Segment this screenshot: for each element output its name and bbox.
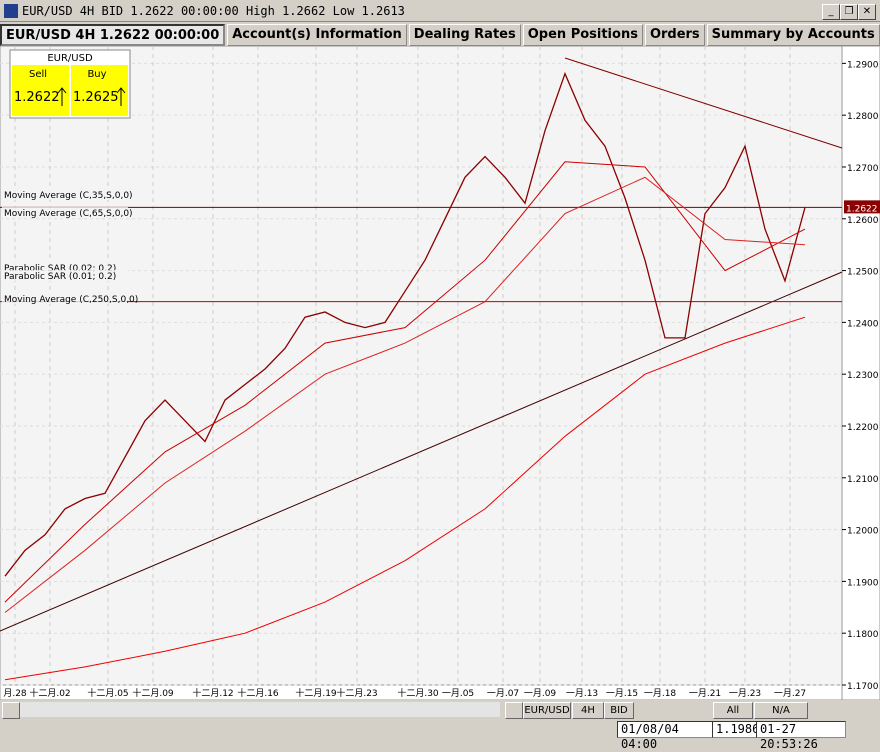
x-tick-label: 十二月.19 xyxy=(295,687,337,699)
y-tick-label: 1.2300 xyxy=(847,371,879,381)
x-tick-label: 一月.21 xyxy=(689,688,721,699)
price-marker xyxy=(844,200,880,214)
x-tick-label: 一月.15 xyxy=(606,688,638,699)
minimize[interactable]: _ xyxy=(822,4,840,20)
x-tick-label: 十二月.09 xyxy=(132,687,174,699)
indicator-label-bg xyxy=(2,270,128,281)
indicator-label-bg xyxy=(2,189,128,200)
series-line xyxy=(4,161,806,603)
x-tick-label: 十二月.02 xyxy=(29,687,70,699)
y-tick-label: 1.2900 xyxy=(847,60,879,70)
x-tick-label: 一月.05 xyxy=(442,688,474,699)
indicator-label-bg xyxy=(2,207,128,218)
indicator-label-bg xyxy=(2,262,128,273)
series-line xyxy=(4,176,806,613)
toolbar-button[interactable]: BID xyxy=(604,702,634,719)
x-tick-label: 十二月.16 xyxy=(237,687,279,699)
scroll-left[interactable] xyxy=(2,702,20,719)
indicator-label-bg xyxy=(2,293,128,304)
app-icon xyxy=(4,4,18,18)
x-tick-label: 十二月.05 xyxy=(87,687,128,699)
toolbar-button[interactable]: All xyxy=(713,702,753,719)
restore[interactable]: ❐ xyxy=(840,4,858,20)
y-tick-label: 1.1700 xyxy=(847,682,879,692)
trend-line xyxy=(0,271,843,632)
indicator-label: Moving Average (C,35,S,0,0) xyxy=(4,191,133,201)
x-tick-label: 一月.27 xyxy=(774,688,806,699)
x-tick-label: 一月.13 xyxy=(566,688,598,699)
trend-line xyxy=(564,57,843,149)
x-tick-label: 十二月.12 xyxy=(192,687,233,699)
tab[interactable]: Summary by Accounts xyxy=(706,24,880,46)
y-tick-label: 1.2700 xyxy=(847,164,879,174)
tab[interactable]: Orders xyxy=(644,24,705,46)
series-line xyxy=(4,71,806,577)
close[interactable]: ✕ xyxy=(858,4,876,20)
y-tick-label: 1.2600 xyxy=(847,216,879,226)
x-tick-label: 月.28 xyxy=(3,688,27,699)
tab[interactable]: Account(s) Information xyxy=(227,24,407,46)
quote-symbol: EUR/USD xyxy=(47,53,93,64)
x-tick-label: 一月.07 xyxy=(487,688,519,699)
scroll-track xyxy=(20,702,500,717)
series-line xyxy=(4,316,806,681)
tab-bar: EUR/USD 4H 1.2622 00:00:00 Account(s) Inf… xyxy=(0,24,880,46)
arrow xyxy=(116,87,126,106)
tab[interactable]: EUR/USD 4H 1.2622 00:00:00 xyxy=(0,24,226,46)
toolbar-button[interactable]: EUR/USD xyxy=(523,702,571,719)
tab[interactable]: Open Positions xyxy=(522,24,643,46)
status-field: 01/08/04 04:00 xyxy=(617,721,715,751)
status-field: 1.1986 xyxy=(712,721,760,738)
sell-price: 1.2622 xyxy=(14,90,60,105)
y-tick-label: 1.2100 xyxy=(847,475,879,485)
y-tick-label: 1.2800 xyxy=(847,112,879,122)
y-tick-label: 1.1800 xyxy=(847,630,879,640)
y-tick-label: 1.2200 xyxy=(847,423,879,433)
x-tick-label: 一月.18 xyxy=(644,688,677,699)
toolbar-button[interactable]: 4H xyxy=(572,702,604,719)
x-tick-label: 十二月.23 xyxy=(336,687,377,699)
indicator-label: Moving Average (C,65,S,0,0) xyxy=(4,209,133,219)
indicator-label: Parabolic SAR (0.02; 0.2) xyxy=(4,264,116,274)
price-marker-label: 1.2622 xyxy=(846,204,878,214)
buy-label: Buy xyxy=(87,69,106,80)
plot-area xyxy=(0,46,843,686)
chart: 1.2900 1.2800 1.2700 1.2600 1.2500 1.2400 1.23… xyxy=(0,46,880,700)
price-axis xyxy=(841,46,880,700)
x-tick-label: 十二月.30 xyxy=(397,687,439,699)
y-tick-label: 1.2500 xyxy=(847,268,879,278)
sell-label: Sell xyxy=(29,69,47,80)
x-tick-label: 一月.23 xyxy=(729,688,761,699)
y-tick-label: 1.2400 xyxy=(847,319,879,329)
tab[interactable]: Dealing Rates xyxy=(408,24,521,46)
y-tick-label: 1.2000 xyxy=(847,527,879,537)
indicator-label: Moving Average (C,250,S,0,0) xyxy=(4,295,138,305)
x-tick-label: 一月.09 xyxy=(524,688,557,699)
status-field: 01-27 20:53:26 xyxy=(756,721,846,751)
window-title: EUR/USD 4H BID 1.2622 00:00:00 High 1.26… xyxy=(0,0,880,22)
arrow xyxy=(57,87,67,106)
scroll-right[interactable] xyxy=(505,702,523,719)
y-tick-label: 1.1900 xyxy=(847,578,879,588)
buy-price: 1.2625 xyxy=(73,90,119,105)
indicator-label: Parabolic SAR (0.01; 0.2) xyxy=(4,272,116,282)
toolbar-button[interactable]: N/A xyxy=(754,702,808,719)
